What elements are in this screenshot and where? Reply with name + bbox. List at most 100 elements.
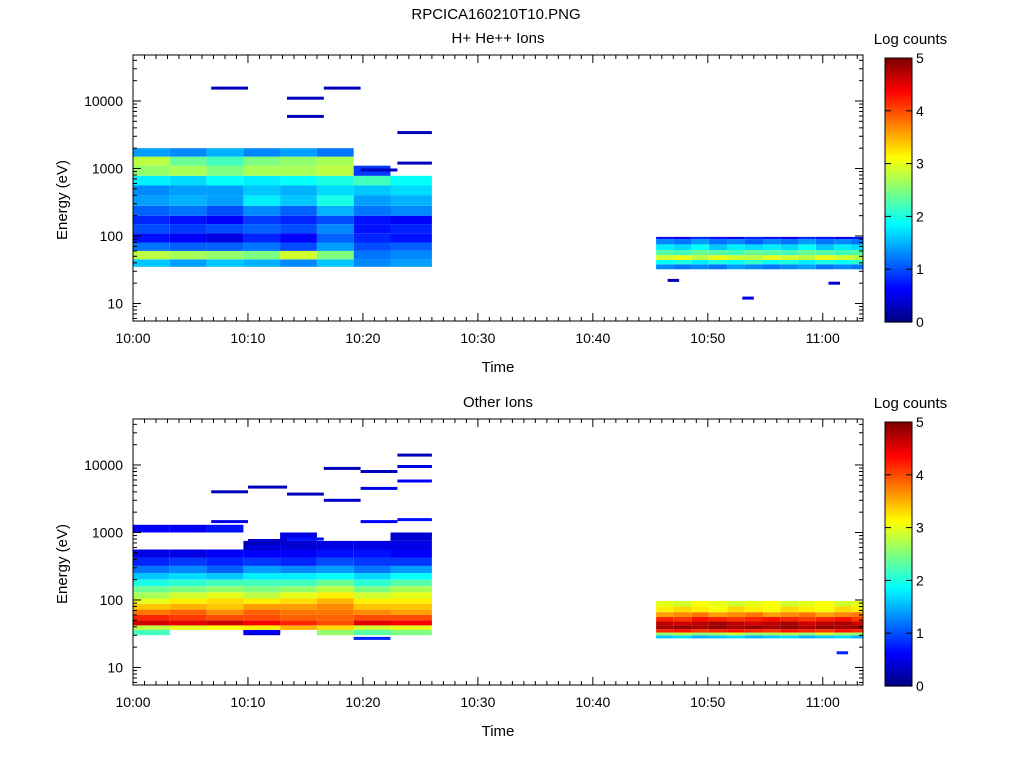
y-tick-label: 10 — [107, 295, 123, 311]
spectrogram-late-cell — [727, 612, 745, 617]
colorbar-step — [885, 675, 912, 678]
spectrogram-late-cell — [798, 255, 816, 260]
colorbar-step — [885, 234, 912, 237]
colorbar-step — [885, 606, 912, 610]
spectrogram-cell — [243, 251, 281, 260]
colorbar-frame — [884, 57, 913, 323]
colorbar-step — [885, 247, 912, 250]
spectrogram-cell — [353, 540, 391, 550]
spectrogram-cell — [206, 224, 244, 234]
spectrogram-late-cell — [834, 612, 852, 617]
y-axis-label: Energy (eV) — [54, 160, 71, 240]
colorbar-step — [885, 448, 912, 452]
colorbar-step — [885, 139, 912, 143]
spectrogram-cell — [133, 175, 170, 186]
spectrogram-late-cell — [656, 629, 674, 633]
spectrogram-cell — [133, 156, 170, 166]
spectrogram-cell — [316, 224, 354, 234]
colorbar-step — [885, 308, 912, 312]
spectrogram-late-cell — [656, 617, 674, 622]
spectrogram-late-cell — [834, 632, 852, 636]
colorbar-step — [885, 468, 912, 471]
sparse-mark — [211, 86, 248, 90]
spectrogram-cell — [390, 603, 432, 610]
spectrogram-cell — [390, 625, 432, 630]
colorbar-step — [885, 428, 912, 432]
colorbar-step — [885, 179, 912, 182]
spectrogram-cell — [353, 205, 391, 216]
spectrogram-late-cell — [851, 236, 863, 240]
sparse-mark — [323, 498, 361, 502]
spectrogram-cell — [206, 579, 244, 587]
colorbar-step — [885, 165, 912, 169]
spectrogram-late-cell — [834, 244, 852, 250]
spectrogram-late-cell — [691, 260, 709, 265]
spectrogram-late-cell — [673, 255, 692, 260]
spectrogram-late-cell — [763, 244, 781, 250]
spectrogram-cell — [390, 629, 432, 636]
colorbar-step — [885, 661, 912, 665]
spectrogram-cell — [169, 165, 207, 176]
spectrogram-cell — [169, 586, 207, 593]
x-tick-label: 10:00 — [115, 694, 150, 710]
colorbar-step — [885, 119, 912, 123]
spectrogram-late-cell — [673, 635, 692, 639]
spectrogram-cell — [206, 195, 244, 206]
colorbar-step — [885, 73, 912, 77]
spectrogram-late-cell — [727, 632, 745, 636]
colorbar-step — [885, 88, 912, 92]
spectrogram-late-cell — [834, 617, 852, 622]
spectrogram-cell — [280, 532, 317, 541]
colorbar-step — [885, 317, 912, 321]
spectrogram-cell — [280, 625, 317, 630]
y-tick-label: 100 — [100, 592, 124, 608]
spectrogram-cell — [353, 242, 391, 251]
colorbar-step — [885, 95, 912, 99]
spectrogram-cell — [169, 565, 207, 574]
spectrogram-cell — [206, 573, 244, 580]
colorbar-step — [885, 108, 912, 112]
colorbar-step — [885, 242, 912, 246]
spectrogram-cell — [353, 573, 391, 580]
colorbar-step — [885, 141, 912, 145]
spectrogram-cell — [169, 233, 207, 243]
spectrogram-cell — [316, 549, 354, 558]
colorbar: 0 1 2 3 4 5 Log counts — [874, 395, 947, 694]
spectrogram-cell — [280, 549, 317, 558]
colorbar-step — [885, 444, 912, 447]
spectrogram-late-cell — [780, 250, 799, 256]
spectrogram-cell — [316, 205, 354, 216]
y-tick-label: 1000 — [92, 524, 123, 540]
colorbar-step — [885, 280, 912, 283]
spectrogram-cell — [316, 586, 354, 593]
sparse-mark — [360, 470, 398, 473]
colorbar-step — [885, 159, 912, 162]
colorbar-step — [885, 540, 912, 544]
colorbar-step — [885, 518, 912, 522]
spectrogram-cell — [206, 185, 244, 196]
spectrogram-cell — [243, 175, 281, 186]
spectrogram-late-cell — [709, 635, 728, 639]
colorbar-step — [885, 600, 912, 603]
colorbar-step — [885, 104, 912, 107]
spectrogram-late-cell — [834, 629, 852, 633]
spectrogram-late-cell — [798, 600, 816, 607]
colorbar-step — [885, 653, 912, 656]
spectrogram-late-cell — [709, 632, 728, 636]
spectrogram-cell — [353, 557, 391, 566]
spectrogram-cell — [353, 251, 391, 260]
sparse-mark — [323, 86, 361, 90]
spectrogram-late-cell — [851, 606, 863, 613]
spectrogram-cell — [353, 233, 391, 243]
x-tick-label: 10:40 — [575, 330, 610, 346]
colorbar-step — [885, 567, 912, 570]
colorbar-step — [885, 300, 912, 303]
spectrogram-cell — [133, 251, 170, 260]
spectrogram-cell — [133, 573, 170, 580]
spectrogram-cell — [353, 620, 391, 626]
x-tick-label: 10:50 — [690, 330, 725, 346]
colorbar-step — [885, 523, 912, 526]
spectrogram-late-cell — [763, 617, 781, 622]
spectrogram-cell — [353, 565, 391, 574]
colorbar-step — [885, 501, 912, 504]
